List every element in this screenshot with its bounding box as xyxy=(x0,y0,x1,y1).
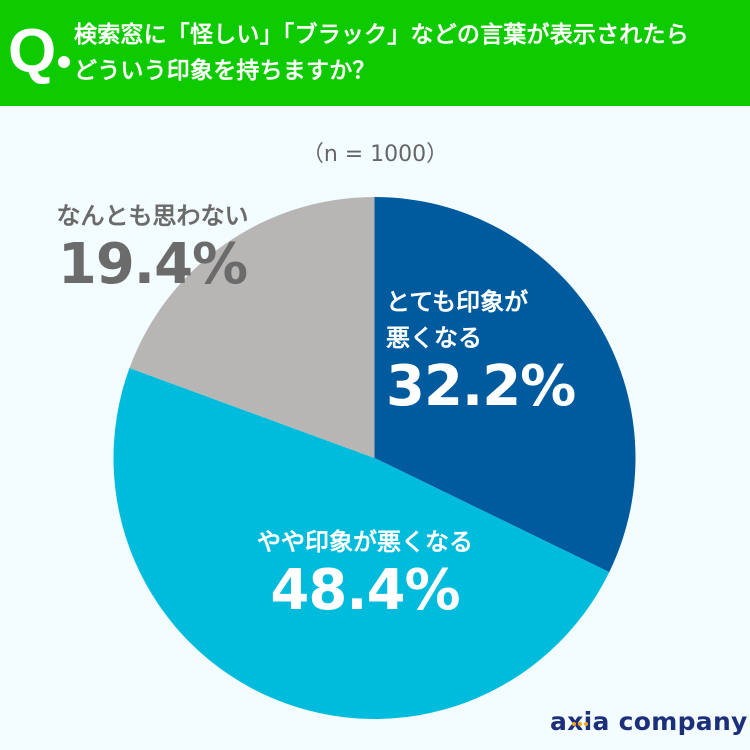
slice-somewhat-bad xyxy=(113,368,610,719)
label-very-bad-percent: 32.2% xyxy=(386,354,576,419)
company-logo: axia company xyxy=(550,707,748,736)
label-somewhat-bad-percent: 48.4% xyxy=(270,558,460,623)
slice-very-bad xyxy=(374,197,636,573)
label-very-bad-category-line2: 悪くなる xyxy=(386,324,482,352)
q-dot-icon xyxy=(58,56,70,68)
label-very-bad-category-line1: とても印象が xyxy=(386,288,529,316)
label-no-opinion: なんとも思わない 19.4% xyxy=(40,198,265,296)
question-title-line1: 検索窓に「怪しい」「ブラック」などの言葉が表示されたら xyxy=(74,22,689,48)
sample-size: （n = 1000） xyxy=(301,142,449,167)
label-no-opinion-percent: 19.4% xyxy=(57,232,248,297)
question-title: 検索窓に「怪しい」「ブラック」などの言葉が表示されたら どういう印象を持ちますか… xyxy=(74,17,689,89)
logo-text: axia company xyxy=(550,707,748,736)
label-very-bad: とても印象が 悪くなる 32.2% xyxy=(386,284,576,419)
label-no-opinion-category: なんとも思わない xyxy=(56,202,249,230)
label-somewhat-bad: やや印象が悪くなる 48.4% xyxy=(210,524,520,622)
slice-no-opinion xyxy=(129,197,375,458)
q-mark: Q xyxy=(8,17,56,86)
question-title-line2: どういう印象を持ちますか？ xyxy=(74,58,376,84)
label-somewhat-bad-category: やや印象が悪くなる xyxy=(257,528,473,556)
question-header: Q 検索窓に「怪しい」「ブラック」などの言葉が表示されたら どういう印象を持ちま… xyxy=(0,0,750,106)
logo-dots-icon xyxy=(572,703,590,732)
